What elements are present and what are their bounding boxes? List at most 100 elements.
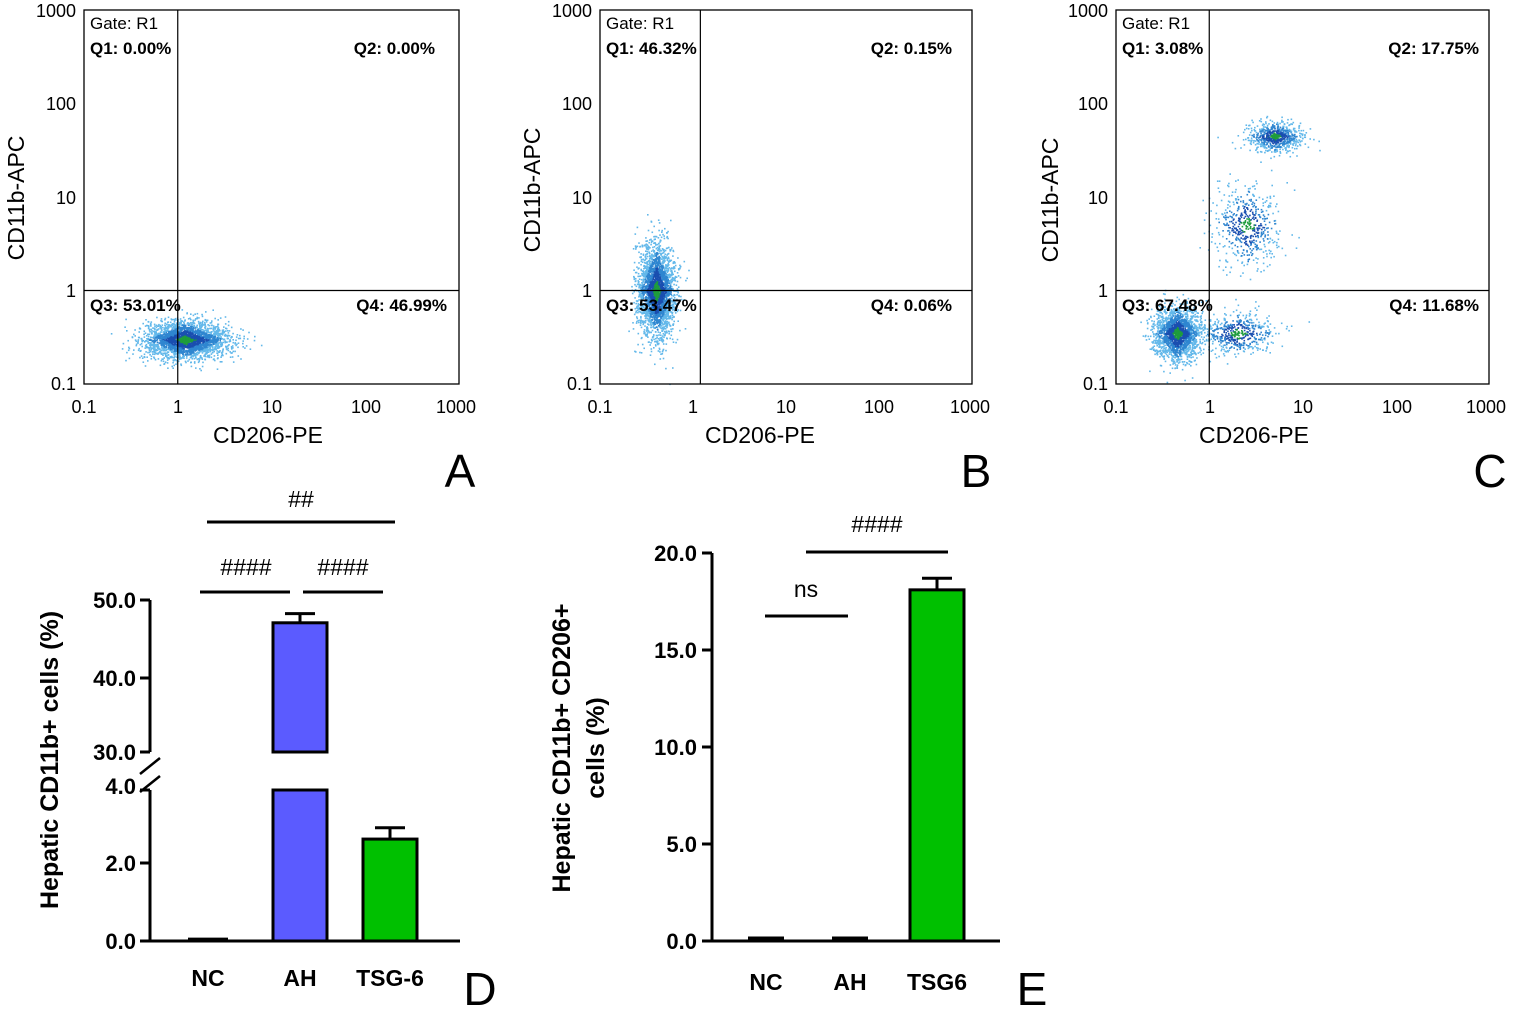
scatter-point bbox=[646, 240, 649, 242]
scatter-point bbox=[183, 340, 186, 342]
scatter-point bbox=[185, 338, 187, 341]
scatter-point bbox=[645, 335, 647, 337]
scatter-point bbox=[651, 300, 653, 302]
scatter-point bbox=[212, 341, 215, 344]
scatter-point bbox=[169, 324, 172, 327]
scatter-point bbox=[673, 267, 676, 269]
scatter-point bbox=[187, 338, 190, 340]
scatter-point bbox=[650, 350, 653, 353]
scatter-point bbox=[667, 260, 670, 262]
scatter-point bbox=[653, 291, 655, 293]
scatter-point bbox=[207, 346, 210, 349]
scatter-point bbox=[649, 303, 652, 306]
scatter-point bbox=[638, 299, 640, 301]
scatter-point bbox=[168, 346, 171, 348]
scatter-point bbox=[669, 301, 672, 303]
scatter-point bbox=[213, 358, 215, 360]
scatter-point bbox=[137, 336, 140, 339]
scatter-point bbox=[660, 353, 662, 355]
scatter-point bbox=[171, 341, 173, 343]
scatter-point bbox=[124, 326, 126, 328]
scatter-point bbox=[188, 330, 191, 332]
scatter-point bbox=[188, 328, 190, 330]
scatter-point bbox=[139, 343, 142, 346]
scatter-point bbox=[219, 339, 221, 342]
scatter-point bbox=[658, 273, 661, 276]
scatter-point bbox=[645, 272, 647, 274]
scatter-point bbox=[659, 234, 661, 236]
scatter-point bbox=[174, 325, 177, 328]
scatter-point bbox=[639, 311, 642, 314]
scatter-point bbox=[197, 320, 200, 323]
y-tick-label: 1000 bbox=[36, 1, 76, 21]
scatter-point bbox=[677, 320, 679, 322]
scatter-point bbox=[200, 324, 203, 326]
scatter-point bbox=[189, 331, 191, 333]
scatter-point bbox=[671, 312, 673, 315]
scatter-point bbox=[163, 337, 166, 339]
scatter-point bbox=[218, 337, 221, 339]
scatter-point bbox=[197, 347, 199, 349]
scatter-point bbox=[217, 328, 220, 331]
scatter-point bbox=[215, 341, 218, 343]
scatter-point bbox=[216, 337, 219, 339]
scatter-point bbox=[658, 250, 661, 252]
scatter-point bbox=[659, 258, 662, 260]
scatter-point bbox=[677, 290, 679, 293]
scatter-point bbox=[147, 327, 150, 330]
scatter-point bbox=[664, 304, 666, 306]
scatter-point bbox=[237, 337, 240, 340]
scatter-point bbox=[655, 252, 657, 255]
scatter-point bbox=[185, 351, 187, 353]
scatter-point bbox=[143, 336, 146, 338]
scatter-point bbox=[147, 340, 149, 343]
scatter-point bbox=[664, 275, 666, 277]
scatter-point bbox=[644, 312, 646, 314]
scatter-point bbox=[656, 276, 658, 278]
scatter-point bbox=[193, 361, 196, 363]
scatter-point bbox=[644, 282, 646, 284]
scatter-point bbox=[174, 352, 176, 354]
scatter-point bbox=[649, 271, 652, 274]
scatter-point bbox=[144, 365, 147, 367]
scatter-point bbox=[223, 331, 225, 334]
scatter-point bbox=[655, 273, 658, 275]
scatter-point bbox=[145, 343, 148, 346]
scatter-point bbox=[654, 242, 656, 244]
scatter-point bbox=[680, 295, 682, 298]
scatter-point bbox=[180, 344, 182, 347]
scatter-point bbox=[175, 347, 178, 350]
scatter-point bbox=[231, 348, 233, 350]
scatter-point bbox=[653, 281, 656, 284]
scatter-point bbox=[653, 255, 655, 258]
scatter-point bbox=[183, 327, 186, 330]
scatter-point bbox=[206, 331, 208, 333]
scatter-point bbox=[216, 329, 219, 332]
scatter-point bbox=[645, 275, 648, 278]
scatter-point bbox=[661, 341, 664, 343]
scatter-point bbox=[666, 271, 669, 273]
scatter-point bbox=[654, 253, 656, 255]
scatter-point bbox=[221, 338, 224, 340]
scatter-point bbox=[658, 229, 660, 232]
scatter-point bbox=[659, 312, 662, 314]
scatter-point bbox=[221, 334, 224, 336]
scatter-point bbox=[666, 292, 669, 295]
scatter-point bbox=[657, 340, 659, 342]
scatter-point bbox=[651, 316, 654, 319]
scatter-point bbox=[201, 333, 204, 335]
scatter-point bbox=[683, 260, 686, 263]
scatter-point bbox=[677, 291, 679, 294]
scatter-point bbox=[179, 346, 182, 348]
scatter-point bbox=[219, 317, 222, 319]
scatter-point bbox=[666, 264, 669, 266]
scatter-point bbox=[636, 317, 639, 320]
scatter-point bbox=[193, 354, 196, 357]
scatter-point bbox=[158, 348, 160, 350]
scatter-point bbox=[662, 318, 665, 321]
scatter-point bbox=[155, 334, 158, 337]
scatter-point bbox=[670, 304, 672, 307]
x-ticks-a: 0.1 1 10 100 1000 bbox=[71, 397, 476, 417]
scatter-point bbox=[147, 333, 149, 336]
scatter-point bbox=[215, 333, 218, 336]
